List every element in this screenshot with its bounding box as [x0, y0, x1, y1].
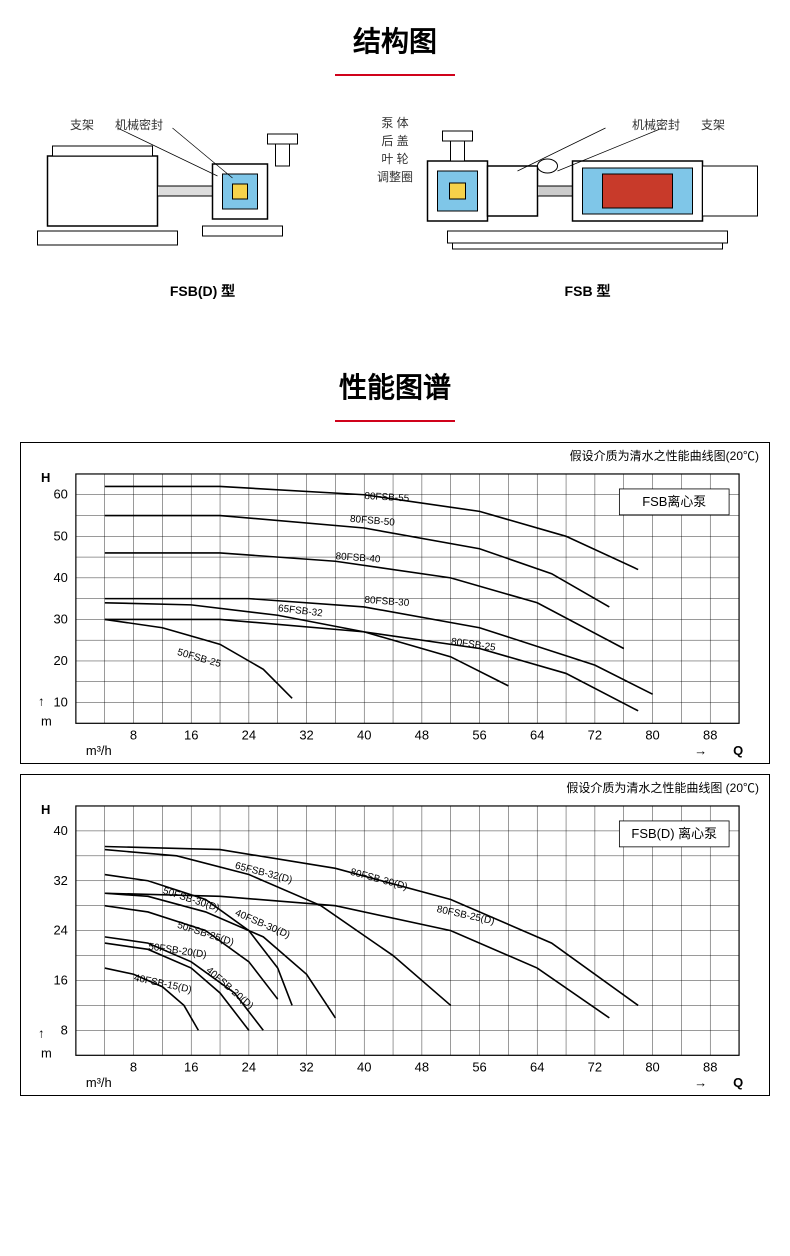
svg-text:80FSB-30: 80FSB-30: [364, 595, 410, 609]
svg-text:m³/h: m³/h: [86, 1075, 112, 1090]
svg-text:FSB离心泵: FSB离心泵: [642, 494, 706, 509]
svg-text:72: 72: [588, 727, 602, 742]
svg-text:80FSB-40: 80FSB-40: [335, 551, 381, 565]
svg-text:→: →: [694, 743, 707, 758]
svg-text:88: 88: [703, 727, 717, 742]
svg-text:m: m: [41, 713, 52, 728]
svg-text:32: 32: [299, 1059, 313, 1074]
svg-text:Q: Q: [733, 743, 743, 758]
svg-text:30: 30: [53, 611, 67, 626]
pump-right-block: 机械密封 支架: [395, 116, 780, 296]
svg-text:88: 88: [703, 1059, 717, 1074]
svg-text:→: →: [694, 1075, 707, 1090]
svg-text:40: 40: [357, 727, 371, 742]
svg-text:40: 40: [357, 1059, 371, 1074]
model-right: FSB 型: [565, 281, 611, 301]
svg-text:Q: Q: [733, 1075, 743, 1090]
svg-text:10: 10: [53, 695, 67, 710]
section-2-header: 性能图谱: [0, 346, 790, 414]
svg-text:24: 24: [53, 923, 67, 938]
svg-text:56: 56: [472, 1059, 486, 1074]
chart-1-svg: 8 16 24 32 40 48 56 64 72 80 88 10 20 30 40 50 60H ↑ m m³/h…: [21, 464, 769, 763]
svg-text:80FSB-50: 80FSB-50: [350, 514, 396, 529]
pump-left-svg: [10, 116, 395, 276]
svg-text:H: H: [41, 802, 50, 817]
pump-right-svg: [395, 116, 780, 276]
svg-text:80FSB-30(D): 80FSB-30(D): [349, 867, 409, 893]
chart-2-box: 假设介质为清水之性能曲线图 (20℃) 8 16 24 32 40 48 56 64 72 80 8…: [20, 774, 770, 1096]
svg-text:↑: ↑: [38, 1026, 44, 1041]
svg-text:16: 16: [184, 727, 198, 742]
label-left-2: 机械密封: [115, 116, 163, 133]
svg-text:↑: ↑: [38, 693, 44, 708]
section-1-title: 结构图: [353, 20, 437, 60]
svg-text:50FSB-20(D): 50FSB-20(D): [148, 942, 208, 961]
svg-text:8: 8: [130, 727, 137, 742]
svg-text:20: 20: [53, 653, 67, 668]
label-right-2: 支架: [701, 116, 725, 133]
svg-text:60: 60: [53, 487, 67, 502]
chart-2-svg: 816243240485664728088816243240H↑mm³/hQ→8…: [21, 796, 769, 1095]
structure-diagram: 支架 机械密封 FSB(: [0, 96, 790, 316]
svg-text:64: 64: [530, 1059, 544, 1074]
charts-container: 假设介质为清水之性能曲线图(20℃) 816243240485664728088…: [0, 442, 790, 1126]
svg-text:FSB(D) 离心泵: FSB(D) 离心泵: [631, 826, 717, 841]
pump-left-block: 支架 机械密封 FSB(: [10, 116, 395, 296]
title-underline-2: [335, 420, 455, 422]
svg-text:H: H: [41, 470, 50, 485]
svg-text:80: 80: [645, 727, 659, 742]
svg-text:8: 8: [61, 1023, 68, 1038]
svg-text:40FSB-15(D): 40FSB-15(D): [133, 973, 193, 996]
svg-text:64: 64: [530, 727, 544, 742]
svg-text:80FSB-25(D): 80FSB-25(D): [436, 904, 496, 927]
svg-text:50FSB-25: 50FSB-25: [176, 647, 223, 670]
svg-text:16: 16: [184, 1059, 198, 1074]
svg-text:56: 56: [472, 727, 486, 742]
section-1-header: 结构图: [0, 0, 790, 68]
svg-text:48: 48: [415, 1059, 429, 1074]
svg-text:72: 72: [588, 1059, 602, 1074]
chart-2-caption: 假设介质为清水之性能曲线图 (20℃): [21, 775, 769, 796]
model-left: FSB(D) 型: [170, 281, 235, 301]
svg-text:16: 16: [53, 973, 67, 988]
svg-text:80FSB-55: 80FSB-55: [364, 491, 410, 505]
svg-text:48: 48: [415, 727, 429, 742]
svg-text:8: 8: [130, 1059, 137, 1074]
svg-text:m: m: [41, 1045, 52, 1060]
svg-text:80: 80: [645, 1059, 659, 1074]
section-2-title: 性能图谱: [339, 366, 451, 406]
svg-text:50: 50: [53, 528, 67, 543]
svg-text:40: 40: [53, 823, 67, 838]
svg-text:24: 24: [242, 1059, 256, 1074]
svg-text:32: 32: [299, 727, 313, 742]
svg-text:m³/h: m³/h: [86, 743, 112, 758]
chart-1-box: 假设介质为清水之性能曲线图(20℃) 8 16 24 32 40 48 56 64 72 80 88…: [20, 442, 770, 764]
chart-1-caption: 假设介质为清水之性能曲线图(20℃): [21, 443, 769, 464]
svg-text:80FSB-25: 80FSB-25: [450, 636, 496, 653]
svg-text:24: 24: [242, 727, 256, 742]
svg-text:40: 40: [53, 570, 67, 585]
svg-text:50FSB-25(D): 50FSB-25(D): [176, 920, 235, 949]
svg-text:32: 32: [53, 873, 67, 888]
title-underline-1: [335, 74, 455, 76]
label-left-1: 支架: [70, 116, 94, 133]
svg-text:65FSB-32(D): 65FSB-32(D): [234, 861, 294, 886]
label-right-1: 机械密封: [632, 116, 680, 133]
